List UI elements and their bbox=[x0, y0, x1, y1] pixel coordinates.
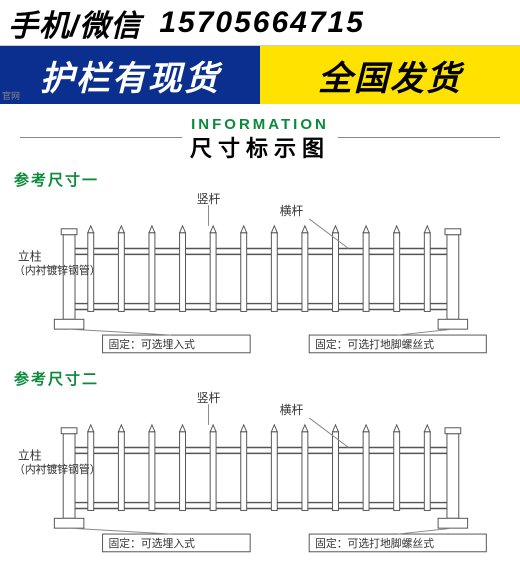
svg-text:竖杆: 竖杆 bbox=[197, 192, 221, 206]
svg-text:固定：可选打地脚螺丝式: 固定：可选打地脚螺丝式 bbox=[315, 536, 434, 550]
top-bar: 手机/微信 15705664715 bbox=[0, 0, 520, 46]
banner-right: 全国发货 bbox=[260, 46, 520, 104]
svg-text:（内衬镀锌钢管）: （内衬镀锌钢管） bbox=[14, 462, 101, 476]
svg-text:（内衬镀锌钢管）: （内衬镀锌钢管） bbox=[14, 263, 101, 277]
svg-text:横杆: 横杆 bbox=[280, 403, 304, 417]
svg-text:固定：可选打地脚螺丝式: 固定：可选打地脚螺丝式 bbox=[315, 337, 434, 351]
title-cn: 尺寸标示图 bbox=[190, 131, 330, 163]
svg-text:横杆: 横杆 bbox=[280, 204, 304, 218]
fence-diagram: 立柱（内衬镀锌钢管） 竖杆横杆固定：可选埋入式 固定：可选打地脚螺丝式 bbox=[14, 192, 506, 362]
section-label: 参考尺寸二 bbox=[14, 368, 510, 389]
svg-text:固定：可选埋入式: 固定：可选埋入式 bbox=[108, 337, 195, 351]
banner-right-text: 全国发货 bbox=[318, 51, 462, 100]
svg-text:立柱: 立柱 bbox=[18, 249, 42, 263]
svg-text:竖杆: 竖杆 bbox=[197, 391, 221, 405]
watermark: 官网 bbox=[2, 89, 20, 102]
fence-diagram: 立柱（内衬镀锌钢管） 竖杆横杆固定：可选埋入式 固定：可选打地脚螺丝式 bbox=[14, 391, 506, 561]
contact-label: 手机/微信 bbox=[8, 1, 141, 45]
banner: 护栏有现货 官网 全国发货 bbox=[0, 46, 520, 104]
divider bbox=[338, 137, 500, 138]
banner-left: 护栏有现货 官网 bbox=[0, 46, 260, 104]
divider bbox=[20, 137, 182, 138]
title-block: INFORMATION 尺寸标示图 bbox=[20, 112, 500, 163]
content: INFORMATION 尺寸标示图 参考尺寸一立柱（内衬镀锌钢管）竖杆横杆固定：… bbox=[0, 104, 520, 561]
svg-text:立柱: 立柱 bbox=[18, 448, 42, 462]
phone-number: 15705664715 bbox=[159, 6, 365, 40]
banner-left-text: 护栏有现货 bbox=[40, 51, 220, 100]
svg-text:固定：可选埋入式: 固定：可选埋入式 bbox=[108, 536, 195, 550]
section-label: 参考尺寸一 bbox=[14, 169, 510, 190]
